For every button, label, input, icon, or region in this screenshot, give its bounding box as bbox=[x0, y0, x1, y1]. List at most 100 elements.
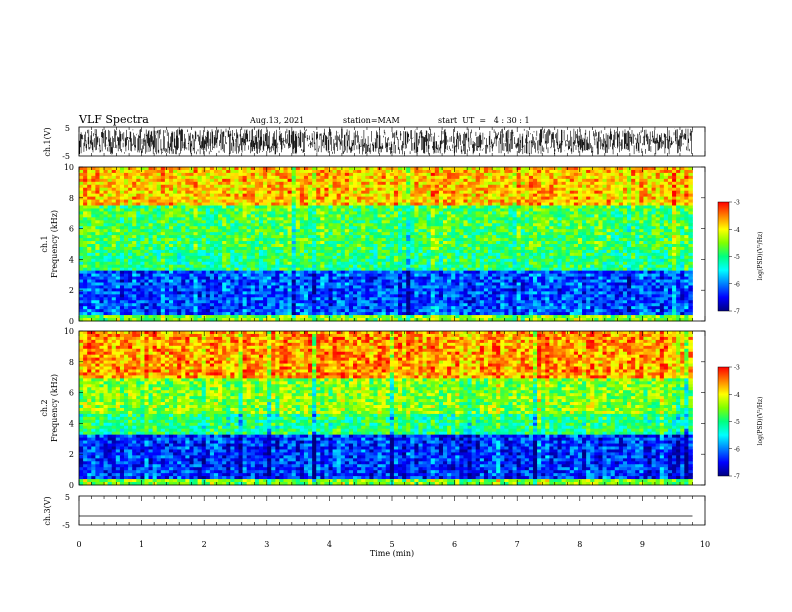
spectrogram-cell bbox=[185, 232, 190, 236]
spectrogram-cell bbox=[602, 258, 607, 263]
spectrogram-cell bbox=[353, 199, 358, 203]
spectrogram-cell bbox=[504, 246, 509, 251]
spectrogram-cell bbox=[434, 190, 440, 195]
spectrogram-cell bbox=[201, 252, 207, 257]
spectrogram-cell bbox=[443, 241, 448, 245]
spectrogram-cell bbox=[344, 220, 350, 224]
spectrogram-cell bbox=[263, 172, 268, 177]
spectrogram-cell bbox=[582, 261, 587, 266]
spectrogram-cell bbox=[651, 178, 657, 183]
spectrogram-cell bbox=[197, 246, 203, 251]
spectrogram-cell bbox=[83, 232, 88, 236]
spectrogram-cell bbox=[508, 244, 513, 248]
spectrogram-cell bbox=[328, 211, 333, 215]
spectrogram-cell bbox=[508, 172, 513, 177]
spectrogram-cell bbox=[361, 214, 366, 218]
spectrogram-cell bbox=[398, 169, 403, 174]
spectrogram-cell bbox=[492, 244, 497, 248]
spectrogram-cell bbox=[573, 241, 579, 245]
spectrogram-cell bbox=[238, 193, 243, 198]
spectrogram-cell bbox=[500, 238, 505, 242]
spectrogram-cell bbox=[549, 223, 554, 227]
spectrogram-cell bbox=[115, 249, 121, 254]
spectrogram-cell bbox=[271, 167, 276, 171]
spectrogram-cell bbox=[238, 249, 243, 254]
spectrogram-cell bbox=[406, 223, 411, 227]
spectrogram-cell bbox=[434, 167, 440, 171]
spectrogram-cell bbox=[173, 252, 178, 257]
spectrogram-cell bbox=[197, 223, 203, 227]
spectrogram-cell bbox=[168, 235, 174, 239]
spectrogram-cell bbox=[279, 199, 284, 203]
spectrogram-cell bbox=[312, 244, 317, 248]
spectrogram-cell bbox=[553, 232, 558, 236]
spectrogram-cell bbox=[189, 238, 194, 242]
spectrogram-cell bbox=[631, 252, 636, 257]
spectrogram-cell bbox=[156, 202, 162, 206]
spectrogram-cell bbox=[541, 205, 546, 209]
spectrogram-cell bbox=[197, 261, 203, 266]
spectrogram-cell bbox=[614, 178, 620, 183]
spectrogram-cell bbox=[83, 244, 88, 248]
spectrogram-cell bbox=[549, 187, 554, 192]
spectrogram-cell bbox=[156, 235, 162, 239]
spectrogram-cell bbox=[582, 205, 587, 209]
spectrogram-cell bbox=[618, 178, 624, 183]
spectrogram-cell bbox=[389, 181, 395, 186]
spectrogram-cell bbox=[606, 252, 612, 257]
spectrogram-cell bbox=[222, 190, 227, 195]
spectrogram-cell bbox=[373, 196, 378, 200]
spectrogram-cell bbox=[459, 199, 464, 203]
spectrogram-cell bbox=[680, 199, 685, 203]
spectrogram-cell bbox=[128, 187, 133, 192]
spectrogram-cell bbox=[148, 214, 154, 218]
spectrogram-cell bbox=[651, 205, 657, 209]
spectrogram-cell bbox=[545, 220, 550, 224]
spectrogram-cell bbox=[569, 232, 575, 236]
spectrogram-cell bbox=[680, 232, 685, 236]
spectrogram-cell bbox=[520, 220, 526, 224]
spectrogram-cell bbox=[434, 226, 440, 230]
spectrogram-cell bbox=[295, 184, 301, 189]
spectrogram-cell bbox=[103, 211, 109, 215]
spectrogram-cell bbox=[385, 226, 391, 230]
spectrogram-cell bbox=[312, 175, 317, 180]
spectrogram-cell bbox=[422, 175, 428, 180]
spectrogram-cell bbox=[230, 226, 235, 230]
spectrogram-cell bbox=[655, 223, 661, 227]
spectrogram-cell bbox=[492, 202, 497, 206]
spectrogram-cell bbox=[226, 258, 231, 263]
spectrogram-cell bbox=[627, 235, 632, 239]
spectrogram-cell bbox=[115, 202, 121, 206]
spectrogram-cell bbox=[140, 244, 145, 248]
spectrogram-cell bbox=[316, 202, 321, 206]
spectrogram-cell bbox=[168, 172, 174, 177]
spectrogram-cell bbox=[164, 235, 170, 239]
spectrogram-cell bbox=[541, 241, 546, 245]
spectrogram-cell bbox=[295, 199, 301, 203]
spectrogram-cell bbox=[303, 199, 309, 203]
spectrogram-cell bbox=[299, 229, 305, 233]
spectrogram-cell bbox=[614, 208, 620, 212]
spectrogram-cell bbox=[537, 199, 542, 203]
spectrogram-cell bbox=[467, 211, 473, 215]
spectrogram-cell bbox=[218, 249, 223, 254]
spectrogram-cell bbox=[369, 241, 374, 245]
spectrogram-cell bbox=[201, 208, 207, 212]
spectrogram-cell bbox=[516, 190, 522, 195]
spectrogram-cell bbox=[369, 255, 374, 260]
spectrogram-cell bbox=[209, 232, 215, 236]
spectrogram-cell bbox=[279, 244, 284, 248]
spectrogram-cell bbox=[618, 226, 624, 230]
spectrogram-cell bbox=[283, 196, 288, 200]
spectrogram-cell bbox=[487, 196, 493, 200]
spectrogram-cell bbox=[340, 244, 346, 248]
spectrogram-cell bbox=[197, 235, 203, 239]
spectrogram-cell bbox=[418, 226, 423, 230]
spectrogram-cell bbox=[565, 167, 571, 171]
spectrogram-cell bbox=[320, 217, 325, 221]
spectrogram-cell bbox=[471, 187, 477, 192]
spectrogram-cell bbox=[336, 175, 342, 180]
spectrogram-cell bbox=[234, 196, 239, 200]
spectrogram-cell bbox=[308, 214, 313, 218]
